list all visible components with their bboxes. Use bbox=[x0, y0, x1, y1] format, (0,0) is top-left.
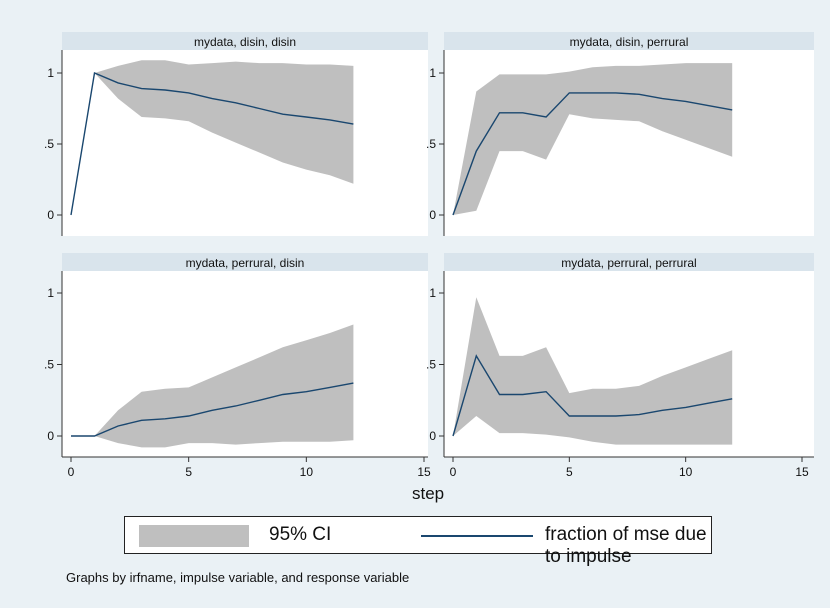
y-tick-label: .5 bbox=[426, 137, 436, 151]
x-tick-label: 0 bbox=[68, 465, 75, 479]
y-tick-label: 1 bbox=[429, 66, 436, 80]
legend: 95% CI fraction of mse due to impulse bbox=[124, 516, 712, 567]
graph-note: Graphs by irfname, impulse variable, and… bbox=[66, 570, 410, 585]
legend-line-label: fraction of mse due to impulse bbox=[545, 524, 707, 567]
y-tick-label: 1 bbox=[47, 286, 54, 300]
x-tick-label: 5 bbox=[566, 465, 573, 479]
x-tick-label: 10 bbox=[679, 465, 693, 479]
x-tick-label: 10 bbox=[300, 465, 314, 479]
x-tick-label: 5 bbox=[185, 465, 192, 479]
fraction-line bbox=[70, 72, 354, 216]
ci-band bbox=[71, 324, 354, 448]
fraction-line bbox=[452, 92, 733, 216]
y-tick-label: .5 bbox=[426, 358, 436, 372]
panel-strip bbox=[62, 32, 428, 50]
y-tick-label: 1 bbox=[429, 286, 436, 300]
ci-band bbox=[71, 60, 354, 216]
panel-strip bbox=[444, 32, 814, 50]
x-tick-label: 0 bbox=[450, 465, 457, 479]
y-tick-label: .5 bbox=[44, 358, 54, 372]
y-tick-label: 0 bbox=[429, 208, 436, 222]
panel-title: mydata, disin, perrural bbox=[570, 35, 689, 49]
legend-ci-swatch bbox=[139, 525, 249, 547]
legend-line-swatch bbox=[421, 535, 533, 537]
panel-title: mydata, disin, disin bbox=[194, 35, 296, 49]
fraction-line bbox=[452, 354, 733, 437]
panel-title: mydata, perrural, perrural bbox=[561, 256, 696, 270]
panel-title: mydata, perrural, disin bbox=[186, 256, 305, 270]
y-tick-label: 0 bbox=[429, 429, 436, 443]
y-tick-label: 1 bbox=[47, 66, 54, 80]
y-tick-label: 0 bbox=[47, 208, 54, 222]
y-tick-label: .5 bbox=[44, 137, 54, 151]
panel-strip bbox=[444, 253, 814, 271]
y-tick-label: 0 bbox=[47, 429, 54, 443]
x-tick-label: 15 bbox=[417, 465, 431, 479]
ci-band bbox=[453, 297, 733, 445]
x-axis-label: step bbox=[412, 484, 445, 503]
x-tick-label: 15 bbox=[795, 465, 809, 479]
legend-ci-label: 95% CI bbox=[269, 524, 332, 545]
ci-band bbox=[453, 63, 733, 215]
panel-strip bbox=[62, 253, 428, 271]
fraction-line bbox=[71, 382, 354, 437]
